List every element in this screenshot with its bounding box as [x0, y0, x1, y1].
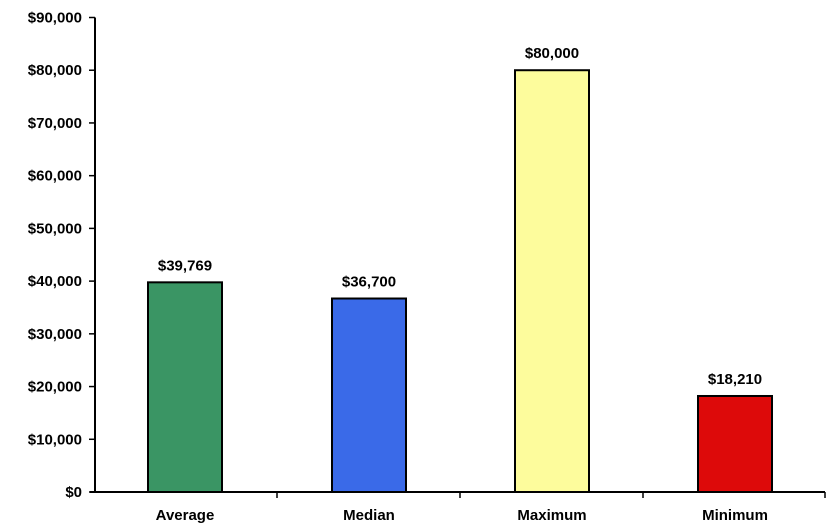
- y-axis-ticks: $0 $10,000 $20,000 $30,000 $40,000 $50,000 $60…: [28, 10, 95, 502]
- y-tick-label: $60,000: [28, 168, 82, 185]
- y-tick-label: $50,000: [28, 220, 82, 237]
- category-labels: Average Median Maximum Minimum: [156, 507, 768, 524]
- y-tick-label: $90,000: [28, 10, 82, 27]
- data-label-minimum: $18,210: [708, 371, 762, 388]
- y-tick-label: $70,000: [28, 115, 82, 132]
- category-label-minimum: Minimum: [702, 507, 768, 524]
- y-tick-label: $30,000: [28, 326, 82, 343]
- y-tick-label: $40,000: [28, 273, 82, 290]
- bar-maximum: [515, 70, 589, 492]
- y-tick-label: $10,000: [28, 431, 82, 448]
- bar-median: [332, 299, 406, 492]
- data-label-maximum: $80,000: [525, 45, 579, 62]
- bar-minimum: [698, 396, 772, 492]
- y-tick-label: $0: [65, 484, 82, 501]
- y-tick-label: $80,000: [28, 62, 82, 79]
- data-label-average: $39,769: [158, 257, 212, 274]
- category-label-maximum: Maximum: [517, 507, 586, 524]
- y-tick-label: $20,000: [28, 379, 82, 396]
- bar-average: [148, 282, 222, 492]
- data-labels: $39,769 $36,700 $80,000 $18,210: [158, 45, 762, 388]
- bars: [148, 70, 772, 492]
- category-label-median: Median: [343, 507, 395, 524]
- category-label-average: Average: [156, 507, 215, 524]
- data-label-median: $36,700: [342, 274, 396, 291]
